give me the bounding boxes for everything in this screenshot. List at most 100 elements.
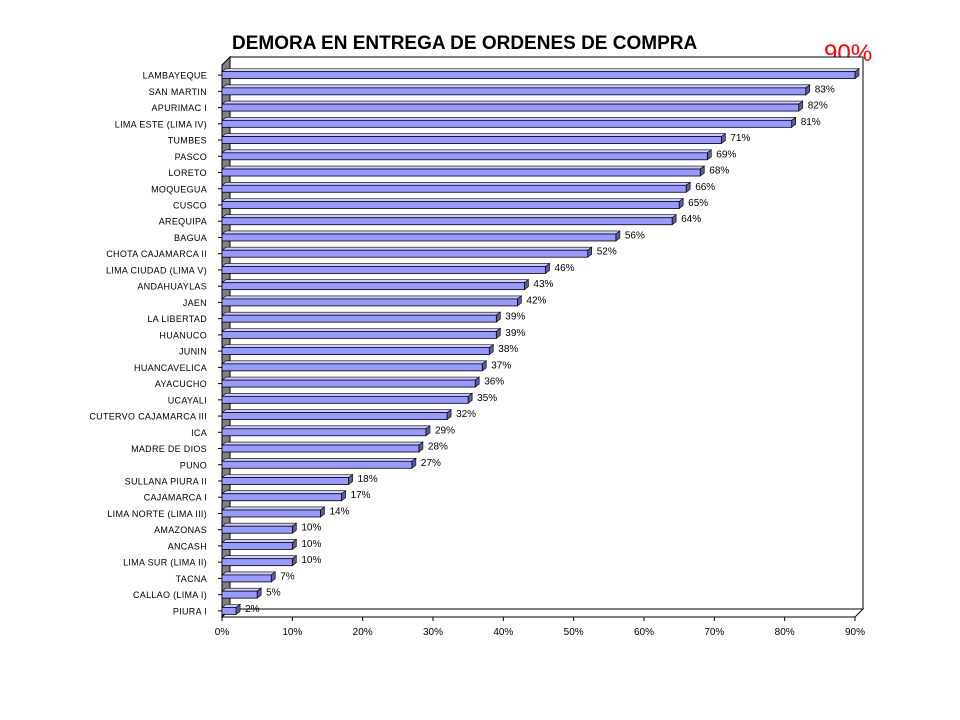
bar-top — [221, 555, 298, 559]
bar-top — [221, 230, 621, 235]
bar — [221, 249, 589, 258]
data-label: 82% — [808, 101, 828, 112]
bar — [221, 428, 427, 437]
category-label: CUSCO — [173, 201, 207, 211]
category-label: UCAYALI — [168, 395, 207, 405]
x-tick-label: 80% — [775, 627, 795, 638]
bar — [221, 525, 293, 534]
data-label: 71% — [730, 133, 750, 144]
data-label: 7% — [280, 571, 295, 582]
category-label: MOQUEGUA — [151, 184, 207, 194]
bar — [221, 201, 680, 209]
x-tick-label: 0% — [215, 627, 230, 638]
category-label: PUNO — [180, 460, 207, 470]
bar — [221, 509, 321, 518]
category-label: SULLANA PIURA II — [125, 477, 207, 487]
bar-top — [221, 263, 551, 267]
bar-top — [221, 344, 495, 348]
bar-top — [221, 117, 797, 121]
data-label: 10% — [301, 539, 321, 550]
data-label: 17% — [351, 490, 371, 501]
bar-top — [221, 490, 347, 495]
data-label: 27% — [421, 458, 441, 469]
bar — [221, 330, 497, 339]
data-label: 81% — [801, 117, 821, 128]
category-label: LIMA ESTE (LIMA IV) — [115, 119, 207, 129]
category-label: JAEN — [183, 298, 207, 308]
bar-top — [221, 295, 523, 300]
bar-top — [221, 328, 502, 332]
bar-top — [221, 441, 424, 446]
bar — [221, 266, 546, 274]
x-tick-label: 20% — [353, 627, 373, 638]
bar-top — [221, 311, 502, 316]
category-label: TACNA — [176, 574, 207, 584]
bar-top — [221, 181, 692, 186]
data-label: 18% — [358, 474, 378, 485]
category-label: CHOTA CAJAMARCA II — [106, 249, 207, 259]
data-label: 83% — [815, 84, 835, 95]
bar — [221, 282, 525, 291]
category-label: MADRE DE DIOS — [131, 444, 207, 454]
data-label: 64% — [681, 214, 701, 225]
x-tick-label: 30% — [423, 627, 443, 638]
category-label: AREQUIPA — [159, 217, 207, 227]
category-label: LIMA NORTE (LIMA III) — [107, 509, 207, 519]
bar — [221, 493, 342, 502]
data-label: 66% — [695, 182, 715, 193]
category-label: APURIMAC I — [151, 103, 207, 113]
data-label: 29% — [435, 425, 455, 436]
chart-title: DEMORA EN ENTREGA DE ORDENES DE COMPRA — [232, 33, 698, 54]
data-label: 65% — [688, 198, 708, 209]
bar — [221, 298, 518, 307]
category-label: JUNIN — [179, 347, 207, 357]
bar-top — [221, 425, 431, 430]
bar-top — [221, 587, 263, 592]
bar — [221, 363, 483, 372]
category-label: LIMA SUR (LIMA II) — [123, 558, 207, 568]
bar — [221, 444, 420, 453]
category-label: AYACUCHO — [155, 379, 207, 389]
category-label: LAMBAYEQUE — [143, 71, 207, 81]
bar-top — [221, 84, 811, 89]
bar — [221, 233, 617, 242]
data-label: 36% — [484, 377, 504, 388]
bar-top — [221, 457, 417, 462]
data-label: 46% — [555, 263, 575, 274]
bar — [221, 395, 469, 404]
category-label: TUMBES — [168, 136, 207, 146]
data-label: 56% — [625, 230, 645, 241]
data-label: 52% — [597, 247, 617, 258]
bar-top — [221, 149, 713, 154]
bar — [221, 119, 793, 128]
category-label: AMAZONAS — [154, 525, 207, 535]
x-tick-label: 10% — [282, 627, 302, 638]
category-label: ANCASH — [168, 541, 207, 551]
bar-top — [221, 474, 354, 478]
category-label: LA LIBERTAD — [148, 314, 208, 324]
bar — [221, 103, 800, 112]
bar-top — [221, 133, 727, 137]
bar — [221, 87, 807, 96]
bar — [221, 542, 293, 550]
data-label: 2% — [245, 604, 260, 615]
data-label: 39% — [505, 312, 525, 323]
bar-top — [221, 246, 593, 251]
category-label: LORETO — [168, 168, 207, 178]
data-label: 39% — [505, 328, 525, 339]
category-label: ANDAHUAYLAS — [137, 282, 207, 292]
bar — [221, 71, 856, 80]
bar-top — [221, 214, 678, 219]
category-label: CALLAO (LIMA I) — [133, 590, 207, 600]
bar — [221, 460, 413, 469]
category-label: LIMA CIUDAD (LIMA V) — [106, 265, 207, 275]
data-label: 35% — [477, 393, 497, 404]
data-label: 28% — [428, 442, 448, 453]
data-label: 68% — [709, 166, 729, 177]
category-label: CUTERVO CAJAMARCA III — [89, 412, 207, 422]
data-label: 43% — [533, 279, 553, 290]
category-label: SAN MARTIN — [149, 87, 207, 97]
bar-top — [221, 376, 481, 381]
data-label: 32% — [456, 409, 476, 420]
category-label: PIURA I — [173, 606, 207, 616]
